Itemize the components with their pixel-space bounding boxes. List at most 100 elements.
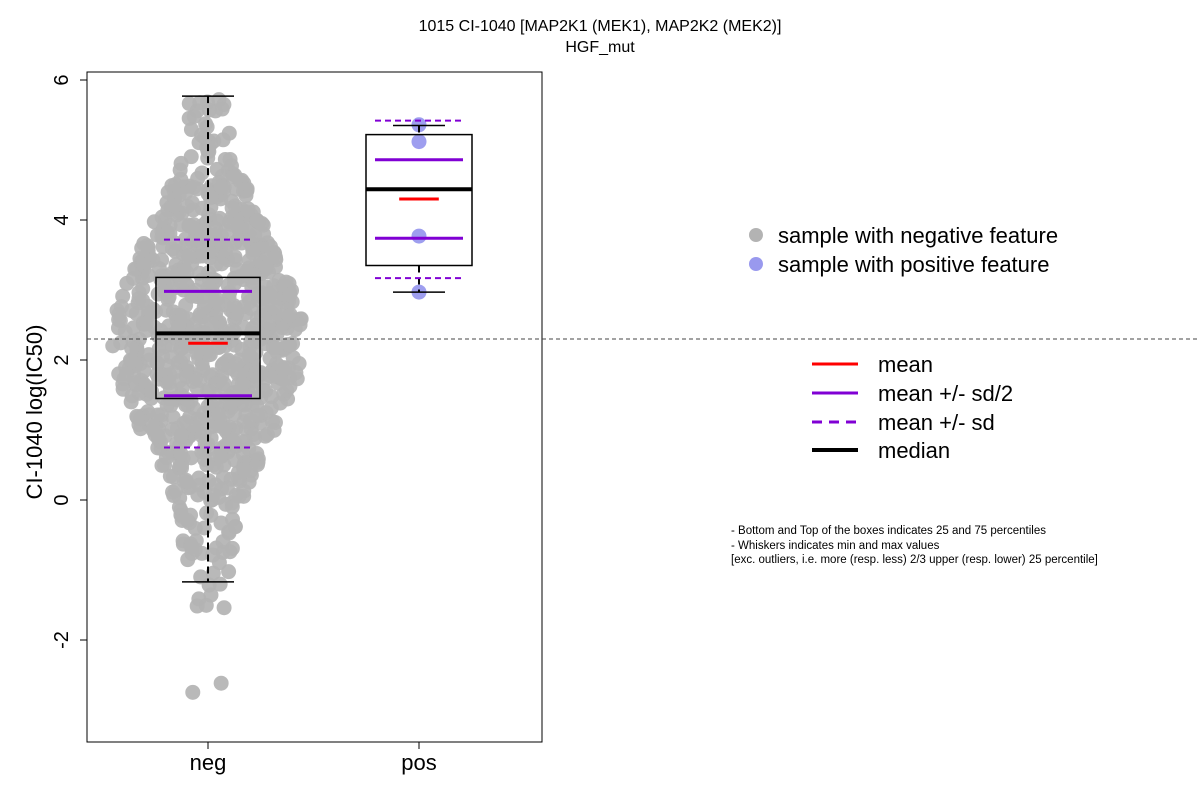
neg-sample-point <box>178 185 194 201</box>
neg-sample-point <box>234 376 250 392</box>
note-line-3: [exc. outliers, i.e. more (resp. less) 2… <box>731 554 1098 566</box>
y-tick-label: 2 <box>51 354 73 365</box>
neg-sample-point <box>217 151 233 167</box>
neg-sample-point <box>179 198 195 214</box>
legend-marker-positive <box>749 257 763 271</box>
neg-sample-point <box>166 488 182 504</box>
neg-sample-point <box>269 326 285 342</box>
neg-sample-point <box>267 414 283 430</box>
neg-sample-point <box>268 340 284 356</box>
neg-sample-point <box>228 181 244 197</box>
neg-sample-point <box>278 274 294 290</box>
neg-sample-point <box>167 364 183 380</box>
neg-sample-point <box>282 337 298 353</box>
legend-label-median: median <box>878 438 951 463</box>
neg-sample-point <box>130 410 146 426</box>
plot-frame <box>86 71 543 743</box>
neg-sample-point <box>170 420 186 436</box>
neg-sample-point <box>259 287 275 303</box>
neg-sample-point <box>178 336 194 352</box>
neg-sample-point <box>239 263 255 279</box>
y-tick-label: 4 <box>51 214 73 225</box>
neg-sample-point <box>164 349 180 365</box>
neg-sample-point <box>115 381 131 397</box>
neg-sample-point <box>176 473 192 489</box>
neg-sample-point <box>228 356 244 372</box>
neg-sample-point <box>213 515 229 531</box>
neg-sample-point <box>175 309 191 325</box>
neg-sample-point <box>173 445 189 461</box>
neg-box <box>155 276 261 400</box>
legend-label-half-sd: mean +/- sd/2 <box>878 381 1014 406</box>
legend-label-mean: mean <box>878 352 934 377</box>
neg-sample-point <box>254 216 270 232</box>
neg-sample-point <box>154 252 170 268</box>
neg-sample-point <box>216 376 232 392</box>
neg-sample-point <box>191 470 207 486</box>
neg-sample-point <box>227 276 243 292</box>
neg-sample-point <box>282 287 298 303</box>
note-line-2: - Whiskers indicates min and max values <box>731 540 940 552</box>
neg-sample-point <box>140 267 156 283</box>
neg-sample-point <box>138 316 154 332</box>
neg-sample-point <box>224 200 240 216</box>
neg-sample-point <box>258 383 274 399</box>
neg-sample-point <box>275 361 291 377</box>
neg-sample-point <box>179 391 195 407</box>
neg-sample-point <box>171 499 187 515</box>
neg-sample-point <box>231 488 247 504</box>
chart-title: 1015 CI-1040 [MAP2K1 (MEK1), MAP2K2 (MEK… <box>418 18 782 35</box>
neg-sample-point <box>164 241 180 257</box>
pos-box <box>365 133 473 267</box>
neg-sample-point <box>154 209 170 225</box>
legend-label-positive: sample with positive feature <box>778 252 1050 277</box>
neg-sample-point <box>149 227 165 243</box>
neg-sample-point <box>183 149 199 165</box>
neg-sample-point <box>249 446 265 462</box>
neg-sample-point <box>158 450 174 466</box>
neg-sample-point <box>173 171 189 187</box>
neg-sample-point <box>164 265 180 281</box>
y-tick-label: -2 <box>51 631 73 649</box>
neg-sample-point <box>250 407 266 423</box>
neg-sample-point <box>247 227 263 243</box>
neg-sample-point <box>185 220 201 236</box>
neg-sample-point <box>196 405 212 421</box>
neg-sample-point <box>185 684 201 700</box>
neg-sample-point <box>141 352 157 368</box>
neg-sample-point <box>236 462 252 478</box>
neg-sample-point <box>139 238 155 254</box>
x-tick-label-pos: pos <box>401 750 436 775</box>
neg-sample-point <box>221 564 237 580</box>
neg-sample-point <box>159 397 175 413</box>
neg-sample-point <box>227 252 243 268</box>
neg-sample-point <box>214 256 230 272</box>
x-tick-label-neg: neg <box>190 750 227 775</box>
neg-sample-point <box>253 365 269 381</box>
neg-sample-point <box>124 340 140 356</box>
neg-sample-point <box>196 426 212 442</box>
neg-sample-point <box>212 210 228 226</box>
neg-sample-point <box>203 587 219 603</box>
neg-sample-point <box>119 275 135 291</box>
neg-sample-point <box>250 457 266 473</box>
neg-sample-point <box>196 484 212 500</box>
neg-sample-point <box>189 380 205 396</box>
neg-sample-point <box>223 216 239 232</box>
neg-sample-point <box>213 449 229 465</box>
legend-marker-negative <box>749 228 763 242</box>
neg-sample-point <box>215 356 231 372</box>
neg-sample-point <box>190 170 206 186</box>
legend-label-sd: mean +/- sd <box>878 410 995 435</box>
pos-sample-point <box>411 228 427 244</box>
pos-sample-point <box>411 134 427 150</box>
neg-sample-point <box>123 394 139 410</box>
neg-sample-point <box>240 201 256 217</box>
neg-sample-point <box>126 320 142 336</box>
neg-sample-point <box>281 308 297 324</box>
neg-sample-point <box>211 406 227 422</box>
neg-sample-point <box>207 327 223 343</box>
neg-sample-point <box>167 198 183 214</box>
neg-sample-point <box>227 406 243 422</box>
